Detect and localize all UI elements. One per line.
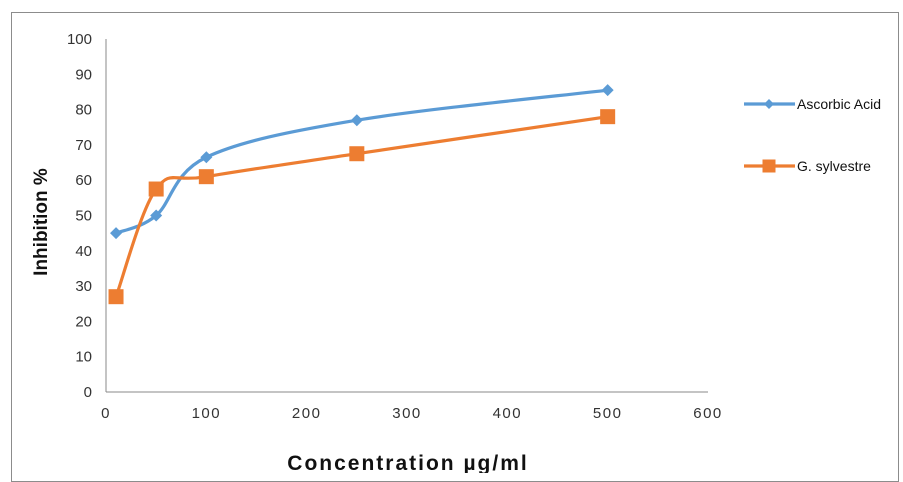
y-tick-label: 20 bbox=[75, 313, 92, 330]
x-tick-label: 100 bbox=[192, 405, 222, 422]
data-point bbox=[110, 227, 123, 240]
chart-frame bbox=[11, 12, 899, 482]
y-tick-label: 0 bbox=[84, 384, 92, 401]
legend-label: Ascorbic Acid bbox=[797, 96, 881, 112]
x-tick-label: 200 bbox=[292, 405, 322, 422]
y-tick-label: 50 bbox=[75, 208, 92, 225]
series-markers bbox=[108, 84, 616, 305]
x-tick-label: 400 bbox=[493, 405, 523, 422]
series-line bbox=[114, 115, 608, 298]
data-point bbox=[108, 289, 124, 305]
data-point bbox=[600, 109, 616, 125]
x-tick-label: 600 bbox=[693, 405, 723, 422]
legend-label: G. sylvestre bbox=[797, 158, 871, 174]
data-point bbox=[200, 151, 213, 164]
legend-swatch-marker bbox=[762, 159, 776, 173]
axes bbox=[105, 39, 708, 393]
x-tick-label: 300 bbox=[392, 405, 422, 422]
y-tick-label: 10 bbox=[75, 349, 92, 366]
y-tick-label: 40 bbox=[75, 243, 92, 260]
x-tick-labels: 0 100 200 300 400 500 600 bbox=[101, 405, 723, 422]
y-tick-label: 90 bbox=[75, 66, 92, 83]
x-tick-label: 0 bbox=[101, 405, 111, 422]
y-tick-label: 30 bbox=[75, 278, 92, 295]
data-point bbox=[349, 146, 365, 162]
y-tick-label: 70 bbox=[75, 137, 92, 154]
data-point bbox=[350, 114, 363, 127]
legend-swatch-marker bbox=[764, 99, 774, 109]
x-axis-title: Concentration µg/ml bbox=[287, 452, 528, 473]
data-point bbox=[150, 209, 163, 222]
y-tick-labels: 0 10 20 30 40 50 60 70 80 90 100 bbox=[67, 31, 92, 401]
y-tick-label: 80 bbox=[75, 102, 92, 119]
data-point bbox=[148, 181, 164, 197]
y-tick-label: 100 bbox=[67, 31, 92, 48]
x-tick-label: 500 bbox=[593, 405, 623, 422]
data-point bbox=[198, 169, 214, 185]
y-tick-label: 60 bbox=[75, 172, 92, 189]
legend: Ascorbic Acid G. sylvestre bbox=[744, 96, 881, 174]
y-axis-title: Inhibition % bbox=[31, 168, 52, 276]
data-point bbox=[601, 84, 614, 97]
series-line bbox=[115, 88, 608, 235]
